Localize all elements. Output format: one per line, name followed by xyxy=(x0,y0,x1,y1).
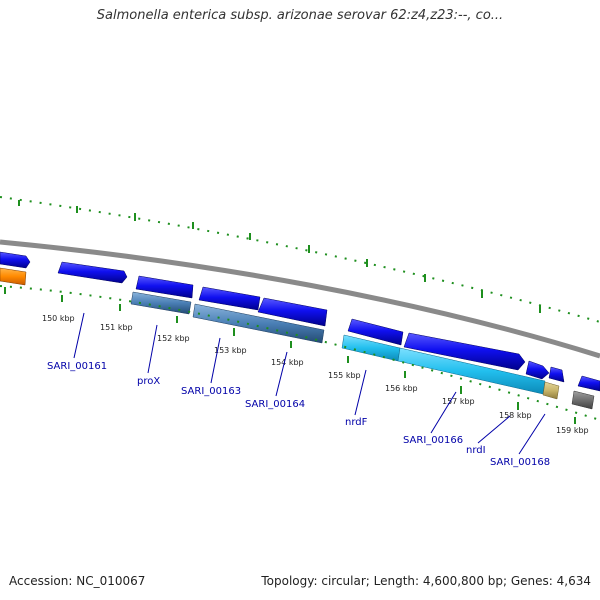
gray-feature[interactable] xyxy=(571,390,595,410)
kbp-label: 150 kbp xyxy=(42,314,75,323)
forward-strand-genes xyxy=(0,251,600,392)
kbp-label: 151 kbp xyxy=(100,323,133,332)
gene-feature[interactable] xyxy=(577,375,600,392)
gene-feature[interactable] xyxy=(403,332,526,371)
gene-labels: SARI_00161 proX SARI_00163 SARI_00164 nr… xyxy=(47,361,550,468)
steel-feature[interactable] xyxy=(130,291,192,315)
orange-feature[interactable] xyxy=(0,267,27,286)
gene-label[interactable]: SARI_00161 xyxy=(47,361,107,372)
kbp-label: 159 kbp xyxy=(556,426,589,435)
kbp-label: 156 kbp xyxy=(385,384,418,393)
kbp-label: 153 kbp xyxy=(214,346,247,355)
tan-feature[interactable] xyxy=(542,381,560,400)
genome-backbone xyxy=(0,239,600,359)
kbp-scale-labels: 150 kbp 151 kbp 152 kbp 153 kbp 154 kbp … xyxy=(42,314,589,435)
outer-tick-ring xyxy=(0,196,600,323)
kbp-label: 157 kbp xyxy=(442,397,475,406)
gene-label[interactable]: SARI_00168 xyxy=(490,457,550,468)
steel-feature[interactable] xyxy=(192,303,325,344)
gene-label[interactable]: SARI_00166 xyxy=(403,435,463,446)
other-features xyxy=(0,267,595,410)
gene-feature[interactable] xyxy=(347,318,404,346)
gene-label[interactable]: SARI_00164 xyxy=(245,399,305,410)
accession-label: Accession: NC_010067 xyxy=(9,574,146,588)
gene-feature[interactable] xyxy=(548,366,565,383)
inner-tick-ring xyxy=(0,285,600,424)
gene-feature[interactable] xyxy=(135,275,194,299)
genome-title: Salmonella enterica subsp. arizonae sero… xyxy=(96,8,504,23)
gene-feature[interactable] xyxy=(57,261,128,284)
gene-label[interactable]: nrdF xyxy=(345,417,368,428)
gene-label[interactable]: proX xyxy=(137,376,160,387)
gene-feature[interactable] xyxy=(257,297,328,327)
kbp-label: 152 kbp xyxy=(157,334,190,343)
kbp-label: 155 kbp xyxy=(328,371,361,380)
gene-leader-lines xyxy=(73,312,546,455)
kbp-label: 158 kbp xyxy=(499,411,532,420)
kbp-label: 154 kbp xyxy=(271,358,304,367)
gene-feature[interactable] xyxy=(0,251,31,269)
topology-label: Topology: circular; Length: 4,600,800 bp… xyxy=(261,574,591,588)
gene-label[interactable]: nrdI xyxy=(466,445,486,456)
gene-feature[interactable] xyxy=(525,360,550,380)
gene-label[interactable]: SARI_00163 xyxy=(181,386,241,397)
gene-feature[interactable] xyxy=(198,286,261,311)
